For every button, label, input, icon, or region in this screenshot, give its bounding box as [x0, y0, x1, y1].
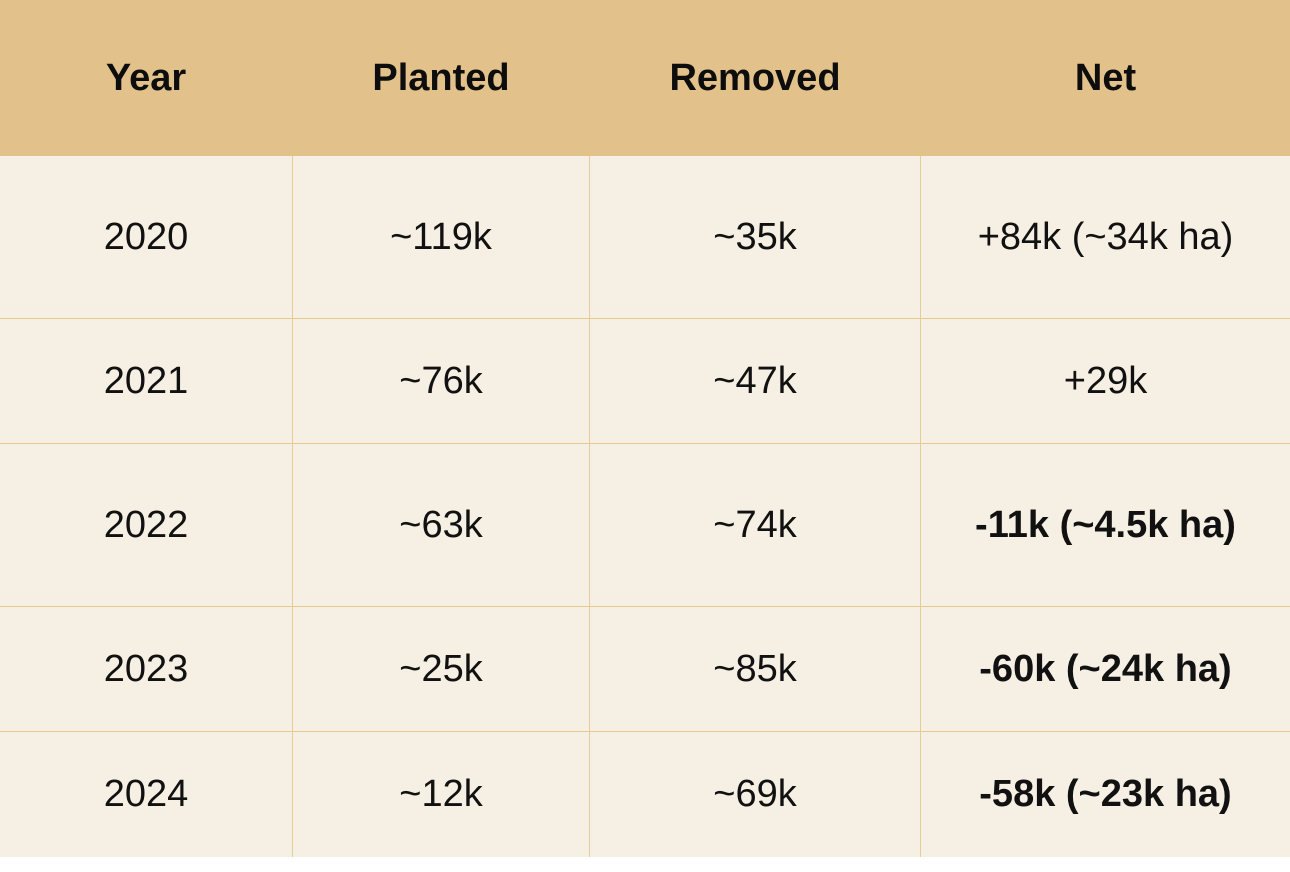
cell-net: +84k (~34k ha): [977, 215, 1234, 258]
cell-year: 2020: [103, 215, 189, 258]
cell-planted: ~63k: [399, 503, 483, 546]
header-removed: Removed: [669, 56, 841, 99]
header-year: Year: [105, 56, 187, 99]
cell-net: -60k (~24k ha): [979, 647, 1232, 690]
column-divider: [920, 156, 921, 857]
cell-net: +29k: [1063, 359, 1148, 402]
cell-removed: ~85k: [713, 647, 797, 690]
cell-removed: ~47k: [713, 359, 797, 402]
cell-removed: ~74k: [713, 503, 797, 546]
column-divider: [292, 156, 293, 857]
cell-removed: ~35k: [713, 215, 797, 258]
cell-planted: ~119k: [390, 215, 492, 258]
table-row: 2021 ~76k ~47k +29k: [0, 318, 1290, 443]
column-divider: [589, 156, 590, 857]
cell-planted: ~25k: [399, 647, 483, 690]
cell-planted: ~76k: [399, 359, 483, 402]
cell-net: -58k (~23k ha): [979, 773, 1232, 815]
cell-year: 2021: [103, 359, 189, 402]
table-row: 2020 ~119k ~35k +84k (~34k ha): [0, 156, 1290, 318]
table-row: 2024 ~12k ~69k -58k (~23k ha): [0, 731, 1290, 857]
cell-year: 2023: [103, 647, 189, 690]
header-net: Net: [1074, 56, 1137, 99]
table-row: 2022 ~63k ~74k -11k (~4.5k ha): [0, 443, 1290, 606]
table-row: 2023 ~25k ~85k -60k (~24k ha): [0, 606, 1290, 731]
cell-net: -11k (~4.5k ha): [975, 503, 1236, 546]
header-planted: Planted: [372, 56, 510, 99]
cell-year: 2024: [103, 773, 189, 815]
cell-removed: ~69k: [713, 773, 797, 815]
table-header: Year Planted Removed Net: [0, 0, 1290, 156]
cell-planted: ~12k: [399, 773, 483, 815]
cell-year: 2022: [103, 503, 189, 546]
